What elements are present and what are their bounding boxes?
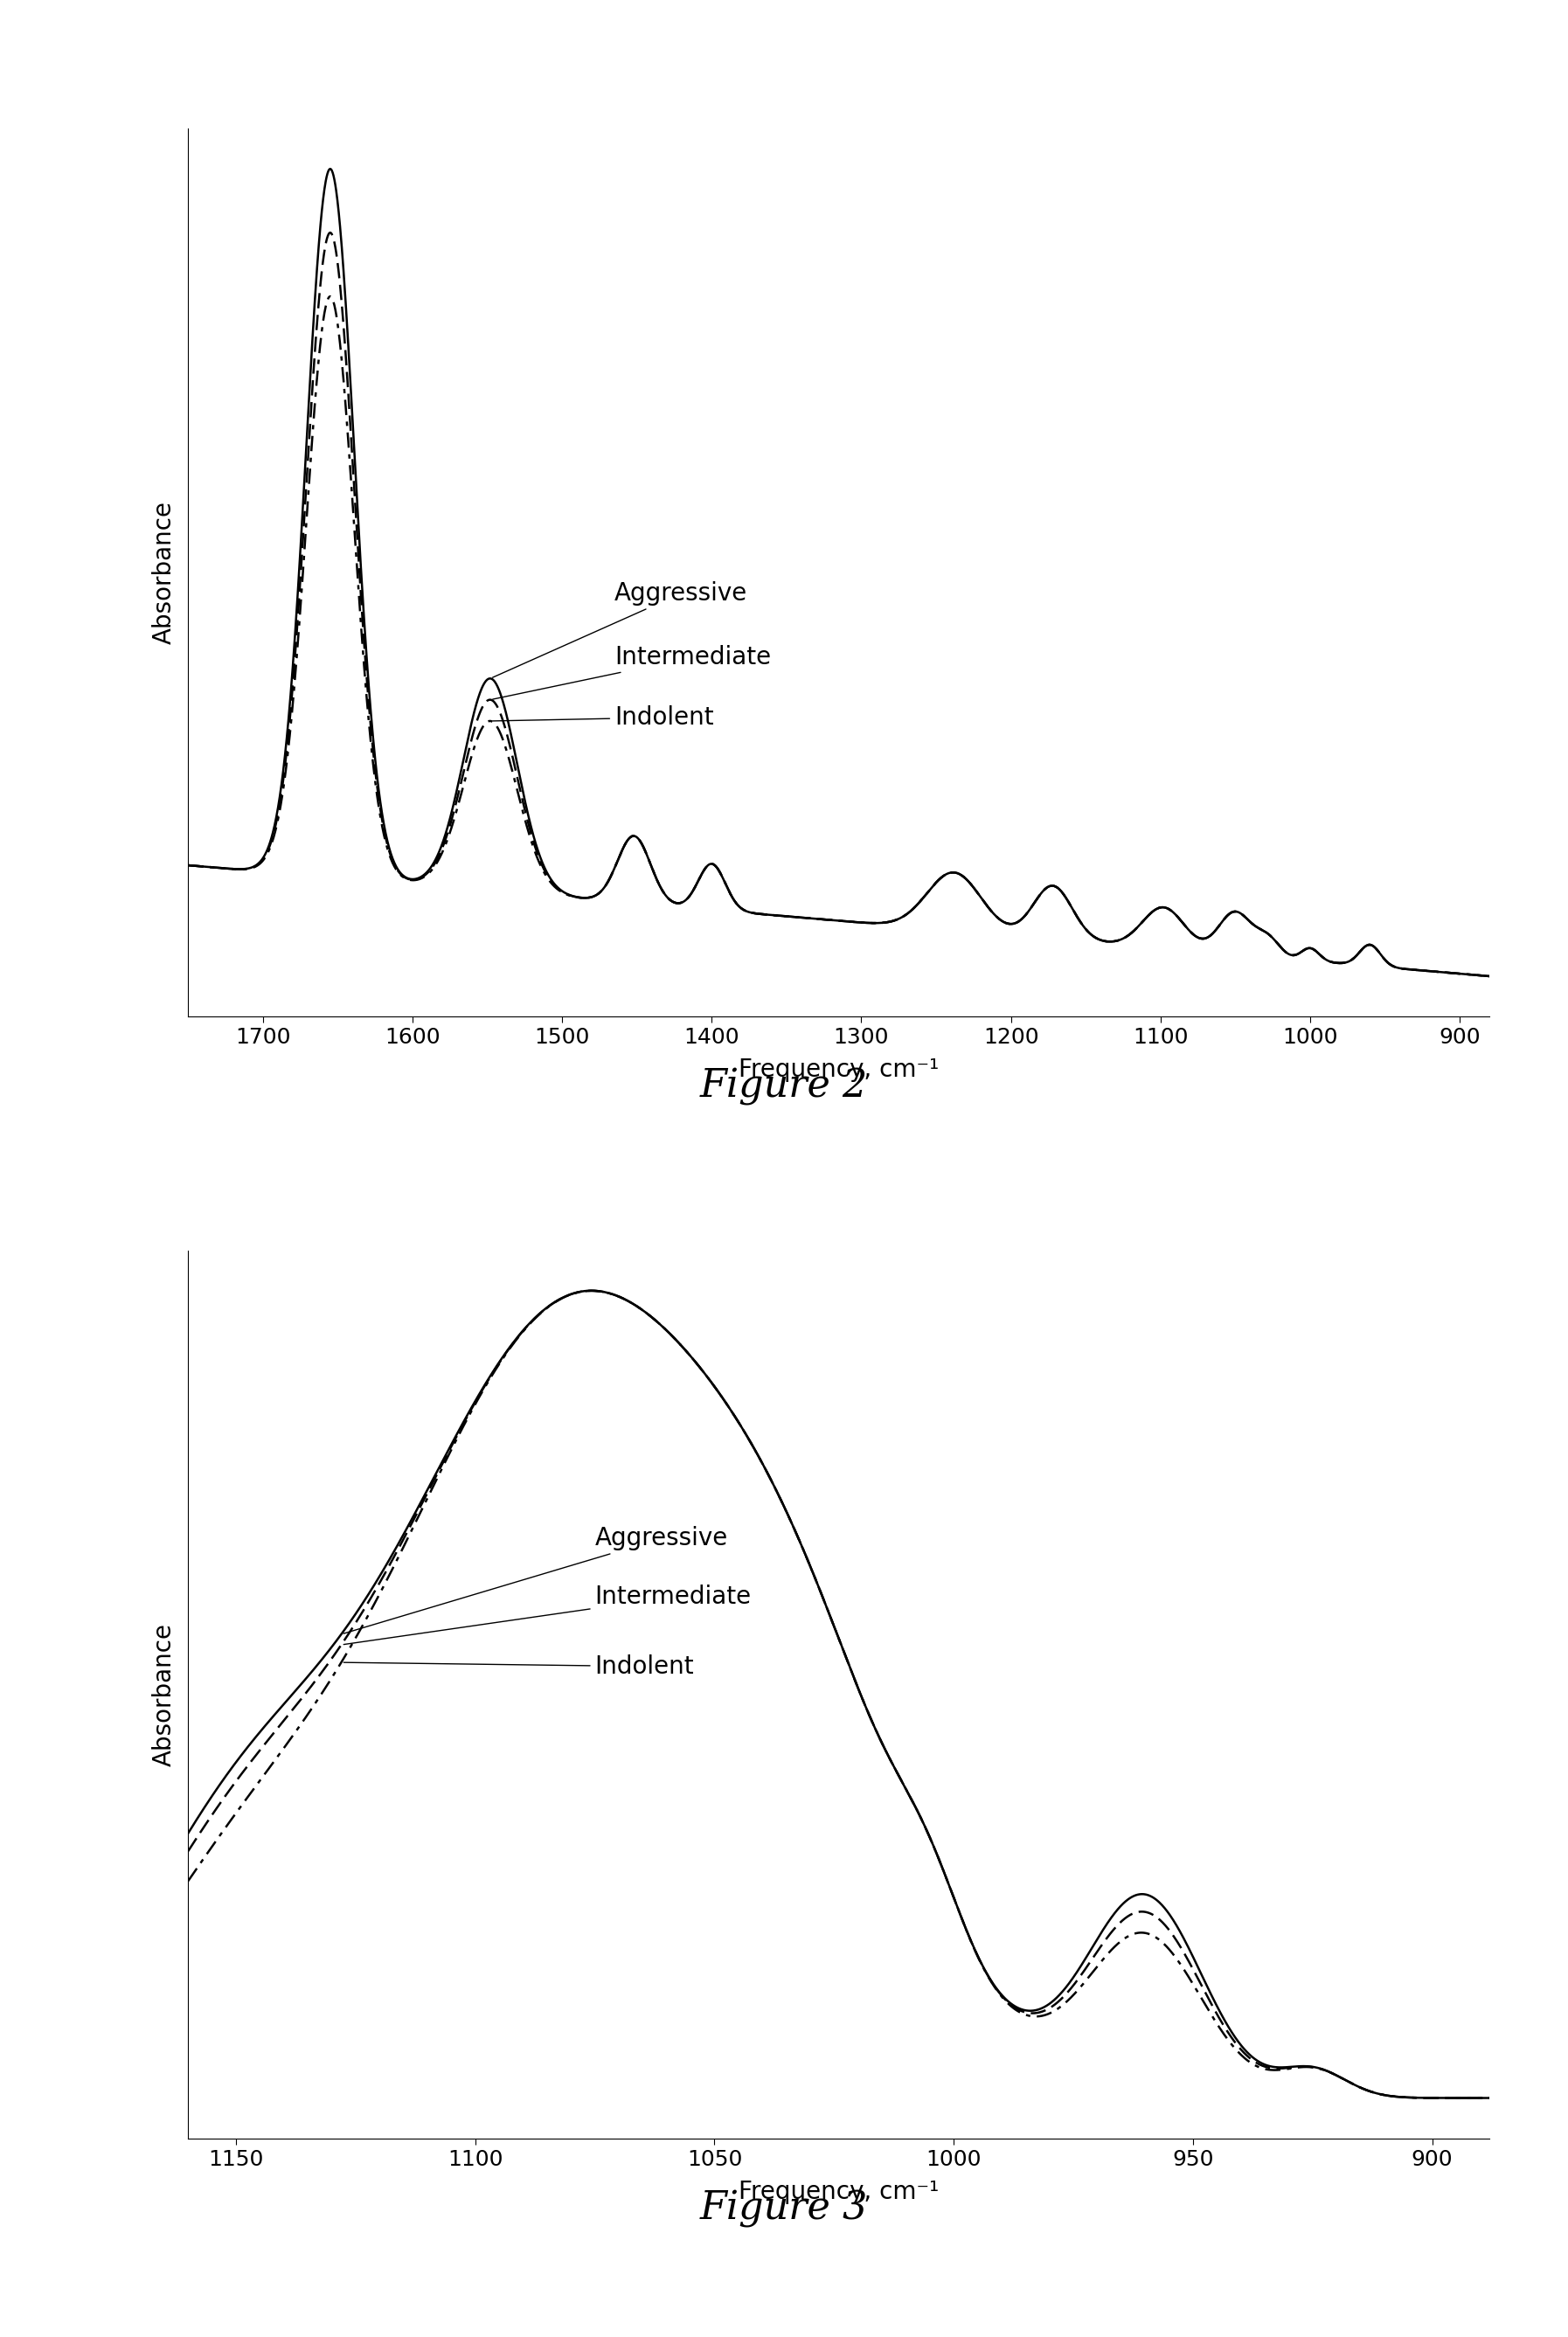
Text: Indolent: Indolent bbox=[343, 1655, 695, 1678]
Text: Indolent: Indolent bbox=[492, 706, 713, 729]
Text: Aggressive: Aggressive bbox=[343, 1526, 728, 1634]
Y-axis label: Absorbance: Absorbance bbox=[152, 500, 176, 645]
Text: Figure 2: Figure 2 bbox=[699, 1068, 869, 1105]
Text: Aggressive: Aggressive bbox=[492, 582, 748, 678]
X-axis label: Frequency, cm⁻¹: Frequency, cm⁻¹ bbox=[739, 1059, 939, 1082]
Text: Intermediate: Intermediate bbox=[492, 645, 771, 699]
Y-axis label: Absorbance: Absorbance bbox=[152, 1622, 176, 1767]
X-axis label: Frequency, cm⁻¹: Frequency, cm⁻¹ bbox=[739, 2180, 939, 2204]
Text: Intermediate: Intermediate bbox=[343, 1584, 751, 1645]
Text: Figure 3: Figure 3 bbox=[699, 2190, 869, 2227]
